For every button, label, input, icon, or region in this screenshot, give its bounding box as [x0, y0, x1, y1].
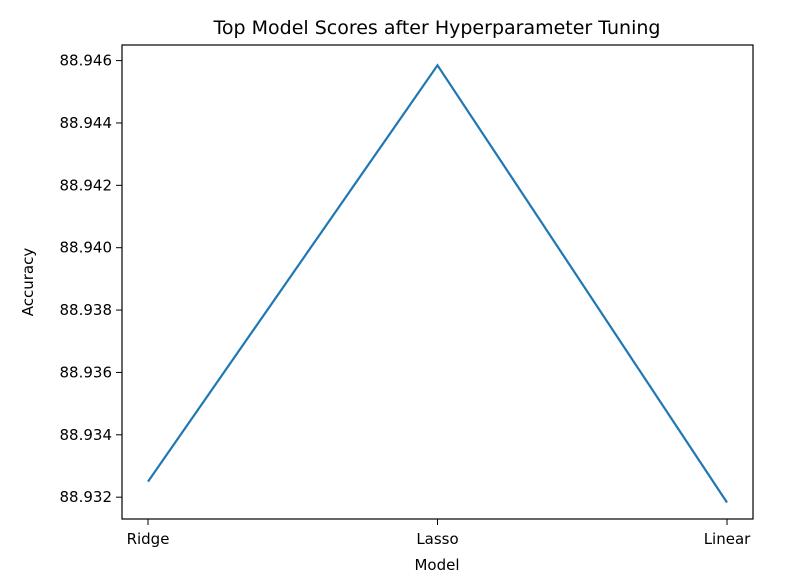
x-axis-label: Model [414, 556, 459, 574]
chart-title: Top Model Scores after Hyperparameter Tu… [213, 17, 661, 39]
y-tick-label: 88.938 [60, 301, 113, 319]
x-tick-label: Linear [704, 530, 751, 548]
plot-series [147, 63, 728, 504]
y-tick-label: 88.932 [60, 488, 113, 506]
y-tick-label: 88.936 [60, 363, 113, 381]
plot-frame [121, 44, 754, 520]
y-tick-label: 88.944 [60, 114, 113, 132]
y-tick-label: 88.940 [60, 239, 113, 257]
y-tick-label: 88.942 [60, 176, 113, 194]
y-tick-label: 88.934 [60, 426, 113, 444]
series-line [147, 63, 728, 504]
x-axis: Ridge Lasso Linear [127, 519, 751, 548]
x-tick-label: Lasso [416, 530, 458, 548]
x-tick-label: Ridge [127, 530, 170, 548]
y-tick-label: 88.946 [60, 52, 113, 70]
y-axis-label: Accuracy [19, 248, 37, 317]
y-axis: 88.932 88.934 88.936 88.938 88.940 88.942 88.9… [60, 52, 122, 506]
